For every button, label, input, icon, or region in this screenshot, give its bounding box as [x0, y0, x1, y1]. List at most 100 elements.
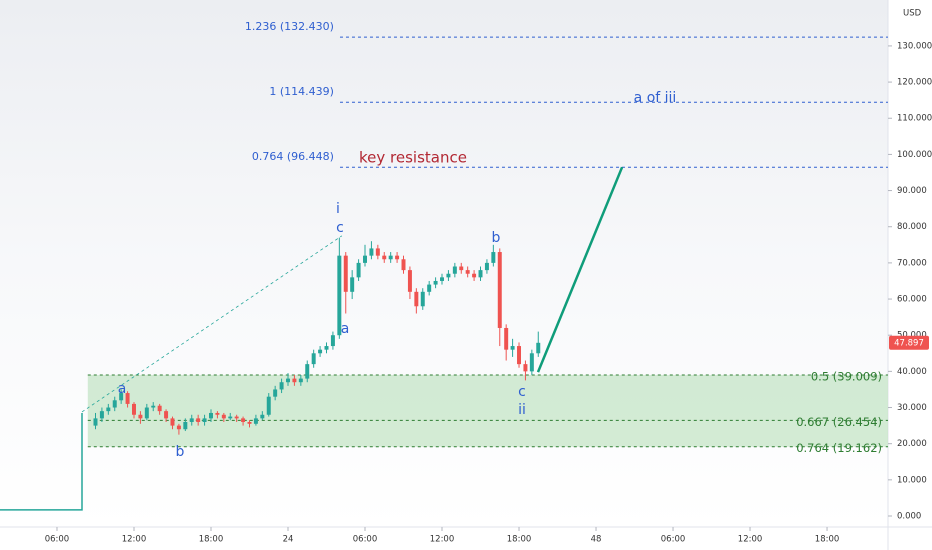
candle-body: [318, 349, 323, 354]
candle-body: [106, 407, 111, 412]
x-tick-label: 18:00: [815, 535, 840, 545]
candle-body: [144, 407, 149, 419]
x-tick-label: 48: [591, 535, 602, 545]
candle-body: [536, 342, 541, 354]
candle-body: [433, 280, 438, 285]
candle-body: [311, 353, 316, 365]
candle-body: [395, 255, 400, 260]
y-tick-label: 80.000: [897, 222, 927, 232]
candle-body: [176, 425, 181, 430]
wave-guide: [81, 235, 343, 413]
y-tick-label: 110.000: [897, 114, 932, 124]
candle-body: [228, 416, 233, 419]
x-tick-label: 06:00: [661, 535, 686, 545]
candle-body: [427, 284, 432, 292]
wave-label: c: [518, 384, 526, 400]
candle-body: [292, 378, 297, 383]
fib-label: 0.5 (39.009): [811, 369, 882, 383]
y-tick-label: 130.000: [897, 41, 932, 51]
x-tick-label: 06:00: [353, 535, 378, 545]
candle-body: [491, 252, 496, 263]
fib-label: 1.236 (132.430): [245, 20, 334, 33]
x-tick-label: 12:00: [430, 535, 455, 545]
candle-body: [459, 266, 464, 271]
candle-body: [189, 418, 194, 422]
fib-label: 0.667 (26.454): [796, 415, 882, 429]
candle-body: [414, 291, 419, 307]
candle-body: [420, 291, 425, 307]
candle-body: [157, 405, 162, 412]
y-tick-label: 10.000: [897, 475, 927, 485]
candle-body: [523, 364, 528, 372]
candle-body: [202, 418, 207, 422]
y-tick-label: 70.000: [897, 258, 927, 268]
y-tick-label: 60.000: [897, 295, 927, 305]
wave-label: i: [336, 201, 340, 217]
candle-body: [260, 414, 265, 419]
candle-body: [151, 405, 156, 408]
y-tick-label: 50.000: [897, 331, 927, 341]
candle-body: [196, 418, 201, 422]
candle-body: [388, 255, 393, 260]
x-tick-label: 12:00: [738, 535, 763, 545]
candle-body: [138, 414, 143, 419]
candle-body: [497, 252, 502, 328]
projection-line: [536, 166, 624, 373]
candle-body: [343, 255, 348, 292]
wave-label: a: [341, 321, 350, 337]
last-price-tag: [889, 335, 929, 350]
candle-body: [478, 270, 483, 278]
wave-label: b: [492, 230, 501, 246]
candle-body: [337, 255, 342, 336]
plot-background: [0, 0, 888, 527]
candle-body: [324, 346, 329, 350]
candle-body: [247, 421, 252, 424]
candle-body: [330, 335, 335, 347]
candle-body: [484, 262, 489, 271]
candle-body: [279, 382, 284, 390]
candle-body: [363, 255, 367, 263]
wave-label: key resistance: [359, 149, 467, 167]
x-tick-label: 06:00: [45, 535, 70, 545]
x-tick-label: 18:00: [199, 535, 224, 545]
candle-body: [132, 403, 136, 415]
y-tick-label: 100.000: [897, 150, 932, 160]
price-line: [0, 413, 83, 511]
y-tick-label: 40.000: [897, 367, 927, 377]
wave-label: a of iii: [634, 90, 677, 106]
x-tick-label: 18:00: [507, 535, 532, 545]
candle-body: [472, 273, 477, 278]
wave-label: a: [118, 381, 127, 397]
candle-body: [350, 277, 355, 292]
candle-body: [517, 346, 522, 365]
y-tick-label: 0.000: [897, 512, 921, 522]
x-tick-label: 12:00: [122, 535, 147, 545]
candle-body: [170, 418, 175, 426]
last-price-label: 47.897: [894, 338, 924, 348]
x-tick-label: 24: [283, 535, 294, 545]
candle-body: [221, 414, 226, 419]
fib-label: 1 (114.439): [269, 85, 334, 98]
candle-body: [234, 416, 239, 419]
wave-label: ii: [518, 402, 526, 418]
candle-body: [273, 389, 278, 397]
candle-body: [407, 270, 412, 292]
candle-body: [125, 393, 130, 404]
candle-body: [93, 418, 98, 426]
candle-body: [382, 255, 387, 260]
wave-label: c: [336, 220, 344, 236]
y-tick-label: 30.000: [897, 403, 927, 413]
candle-body: [286, 378, 290, 383]
candle-body: [209, 412, 213, 419]
candle-body: [401, 259, 406, 271]
candle-body: [452, 266, 457, 274]
candle-body: [253, 418, 258, 424]
candle-body: [510, 346, 515, 350]
candle-body: [99, 411, 104, 419]
y-tick-label: 90.000: [897, 186, 927, 196]
candle-body: [183, 421, 188, 430]
candle-body: [356, 262, 361, 278]
candle-body: [504, 327, 509, 350]
fib-label: 0.764 (96.448): [252, 150, 334, 163]
